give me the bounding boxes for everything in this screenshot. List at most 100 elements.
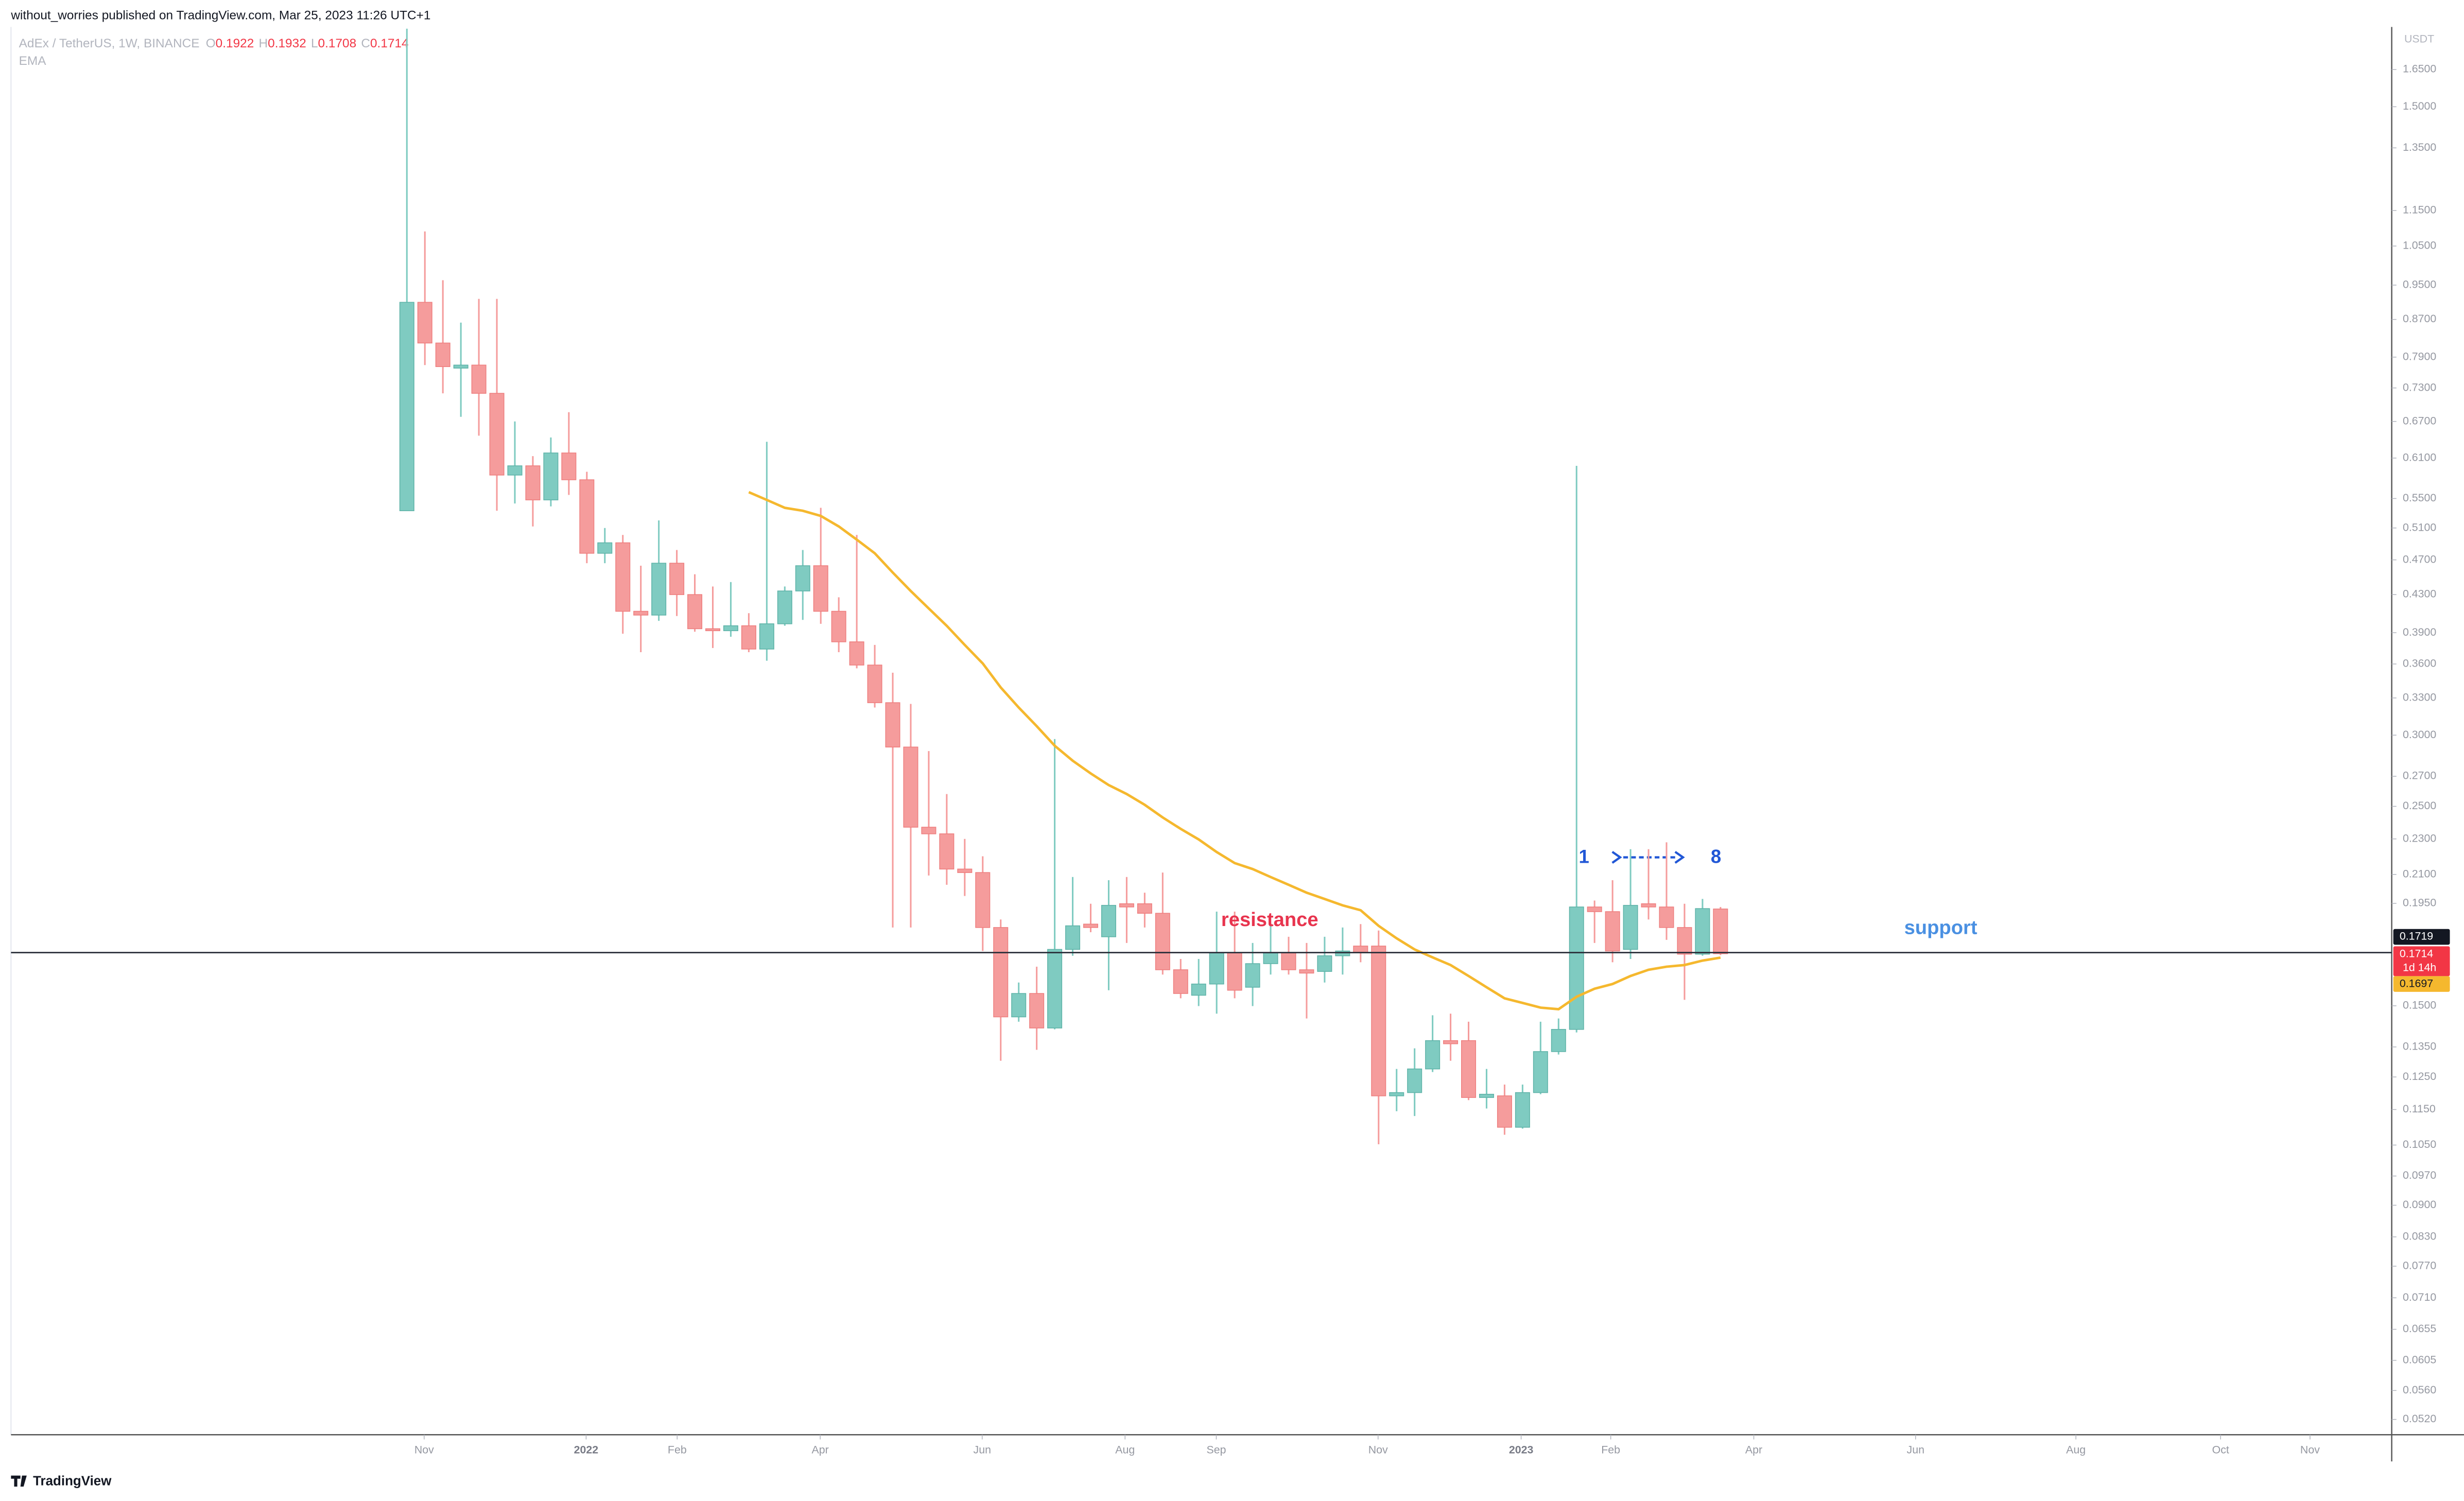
candle [687, 574, 703, 632]
candle-body [1407, 1068, 1422, 1093]
ohlc-value: 0.1922 [216, 37, 254, 50]
y-tick-label: 0.1350 [2403, 1040, 2436, 1053]
candle-body [1209, 952, 1224, 985]
candle [615, 535, 631, 634]
brand: TradingView [11, 1474, 112, 1489]
candle-body [975, 872, 991, 928]
candle-body [1317, 955, 1332, 972]
candle [795, 550, 810, 620]
candle-body [939, 833, 955, 870]
arrow-head [1611, 851, 1622, 864]
candle-body [1029, 993, 1045, 1028]
candle [867, 644, 882, 708]
y-tick-label: 0.0900 [2403, 1198, 2436, 1211]
candle-body [1281, 952, 1296, 970]
candle [1425, 1015, 1441, 1072]
brand-name: TradingView [33, 1474, 112, 1489]
candle-body [1155, 913, 1170, 970]
candle-body [1227, 952, 1242, 991]
symbol-legend: AdEx / TetherUS, 1W, BINANCE O0.1922 H0.19… [19, 37, 409, 50]
candle-body [1551, 1029, 1566, 1052]
candle-body [687, 594, 703, 630]
candle [903, 704, 918, 928]
y-tick-label: 0.8700 [2403, 312, 2436, 325]
publish-header: without_worries published on TradingView… [10, 9, 430, 23]
ohlc-letter: O [206, 37, 216, 50]
y-tick-label: 0.0830 [2403, 1230, 2436, 1242]
candle-body [561, 452, 577, 480]
candle [1551, 1018, 1566, 1055]
candle-body [417, 302, 432, 344]
candle [1713, 906, 1728, 955]
candle-body [579, 479, 595, 554]
y-tick-label: 0.0970 [2403, 1169, 2436, 1181]
y-tick-label: 0.0560 [2403, 1384, 2436, 1396]
candle [1047, 739, 1063, 1029]
y-tick-label: 0.3000 [2403, 728, 2436, 741]
candle [1677, 903, 1692, 1000]
candle-body [597, 542, 613, 554]
x-tick-label: Nov [414, 1443, 434, 1456]
y-tick-label: 0.5500 [2403, 492, 2436, 504]
ohlc-letter: C [361, 37, 370, 50]
candle-body [453, 364, 468, 369]
candle-body [705, 628, 721, 632]
y-tick-label: 0.0655 [2403, 1322, 2436, 1335]
candle [1587, 900, 1602, 943]
candle-body [993, 927, 1009, 1018]
y-tick-label: 0.5100 [2403, 521, 2436, 533]
candle [669, 550, 685, 616]
candle-body [507, 465, 523, 476]
candle [435, 280, 450, 394]
y-tick-label: 0.1050 [2403, 1138, 2436, 1150]
candle-body [633, 610, 649, 616]
ohlc-letter: L [311, 37, 318, 50]
candle [543, 437, 559, 507]
candle-body [1353, 946, 1368, 953]
y-tick-label: 0.1250 [2403, 1070, 2436, 1083]
y-tick-label: 0.2700 [2403, 770, 2436, 782]
candle-body [489, 393, 505, 476]
candle [651, 520, 667, 621]
candle [1209, 912, 1224, 1014]
x-tick-label: Feb [668, 1443, 687, 1456]
candle-body [867, 665, 882, 703]
candle [1281, 936, 1296, 975]
y-unit: USDT [2404, 32, 2434, 45]
y-tick-label: 0.0605 [2403, 1353, 2436, 1366]
ohlc-value: 0.1932 [268, 37, 306, 50]
candle-body [795, 565, 810, 591]
candle-body [1011, 993, 1027, 1018]
ema-line [748, 491, 1721, 1011]
price-badge [2393, 929, 2450, 945]
candle [417, 231, 432, 365]
y-tick-label: 1.5000 [2403, 100, 2436, 112]
candle-body [759, 623, 774, 650]
candle [1173, 959, 1188, 999]
ema-legend: EMA [19, 54, 47, 68]
y-tick-label: 0.1150 [2403, 1103, 2436, 1115]
candle-body [903, 746, 918, 828]
y-tick-label: 0.2100 [2403, 867, 2436, 880]
candle-body [849, 641, 864, 666]
candle-body [615, 542, 631, 612]
candle-body [669, 563, 685, 595]
candle [1029, 966, 1045, 1050]
ohlc-value: 0.1708 [318, 37, 357, 50]
candle [471, 299, 487, 436]
y-tick-label: 0.7300 [2403, 381, 2436, 393]
price-badge-label: 0.1719 [2400, 930, 2433, 943]
candle [1371, 930, 1386, 1145]
y-tick-label: 0.0710 [2403, 1291, 2436, 1303]
candle [741, 613, 756, 653]
x-tick-label: Apr [812, 1443, 829, 1456]
candle [1479, 1069, 1494, 1109]
candle-body [1299, 969, 1314, 974]
candle-body [651, 563, 667, 616]
candle [1443, 1014, 1459, 1061]
candle-body [1515, 1092, 1530, 1128]
candle [1497, 1084, 1512, 1135]
candle-body [1335, 950, 1350, 956]
